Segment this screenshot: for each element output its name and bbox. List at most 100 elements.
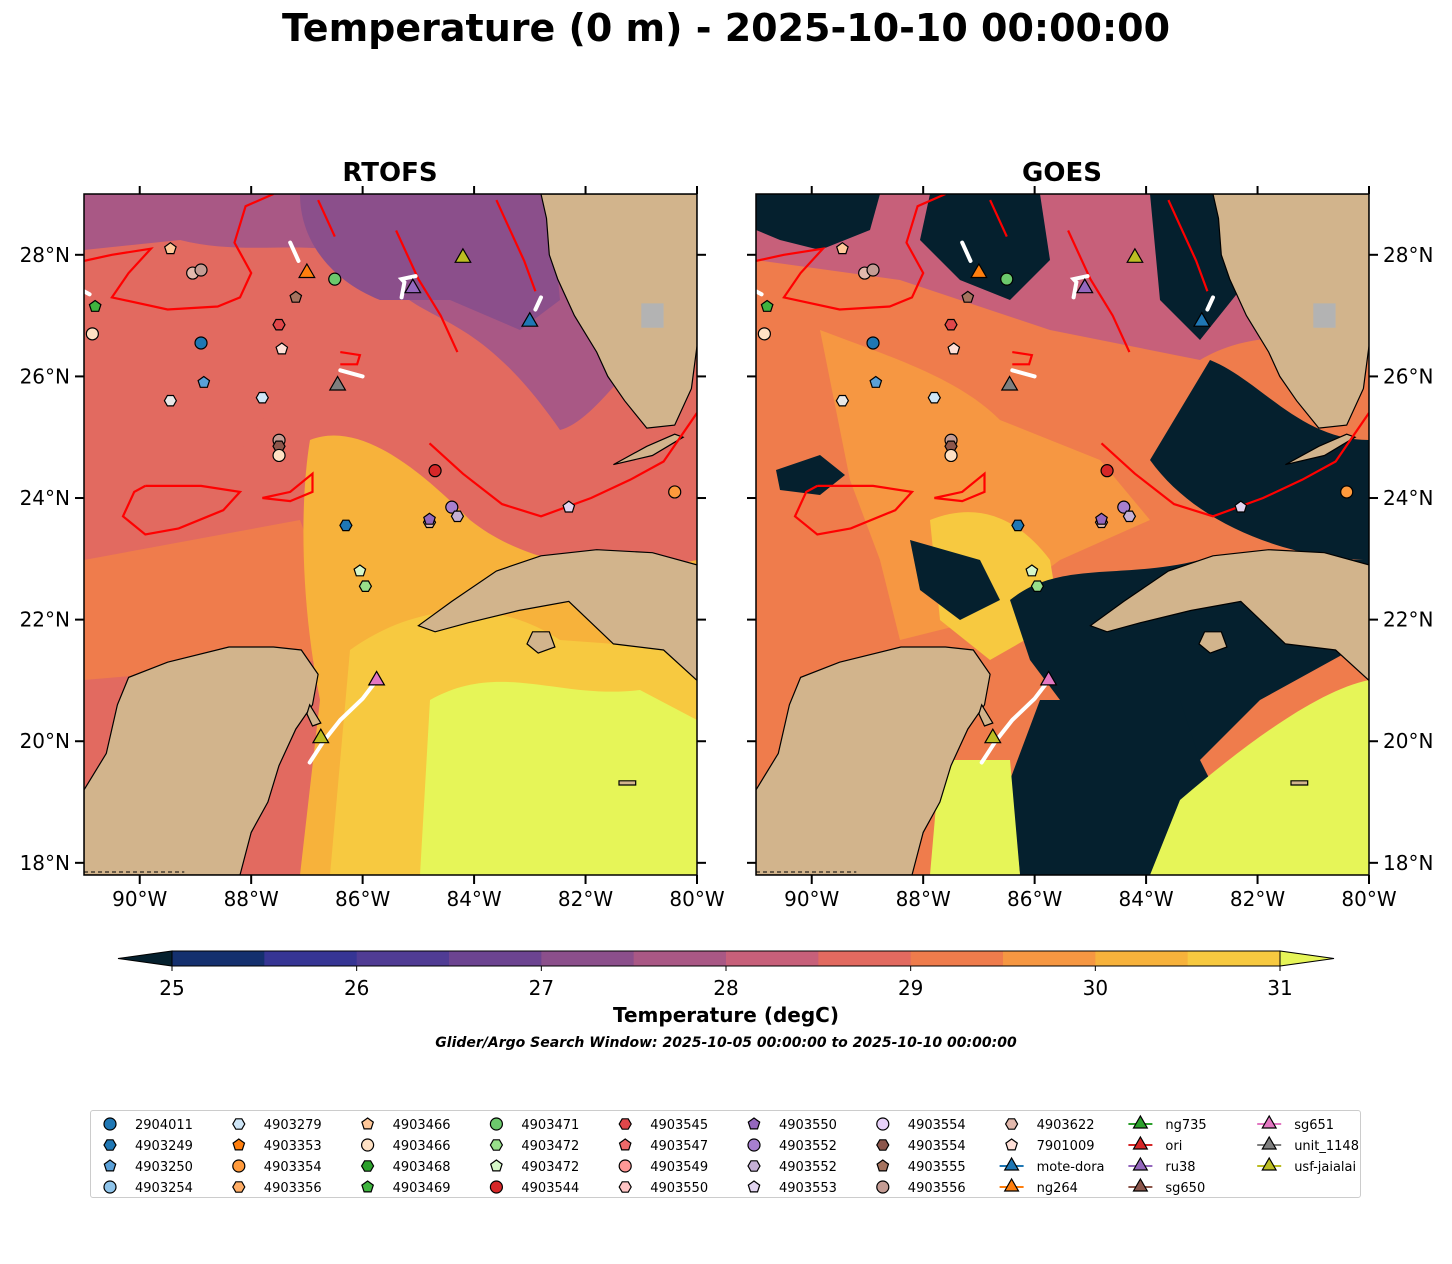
glider-unit_1148-marker — [1000, 375, 1019, 391]
lon-tick-label: 86°W — [335, 887, 390, 911]
argo-float-marker — [1011, 519, 1025, 532]
sst-front-contour — [1067, 230, 1131, 353]
legend-marker — [232, 1118, 246, 1130]
glider-track — [756, 289, 764, 297]
legend-label: 7901009 — [1037, 1139, 1095, 1154]
argo-float-marker — [1095, 512, 1108, 525]
legend-marker — [103, 1117, 117, 1131]
legend-label: 4903466 — [393, 1118, 451, 1133]
platform-markers-goes — [757, 241, 1354, 744]
isla-juventud-land — [526, 631, 556, 654]
legend-marker — [1261, 1135, 1278, 1150]
legend-marker — [360, 1160, 375, 1172]
lon-tick-label: 84°W — [446, 887, 501, 911]
legend-marker — [618, 1138, 632, 1151]
legend-marker — [361, 1138, 375, 1152]
argo-float-marker — [163, 394, 178, 407]
colorbar-segment — [910, 951, 1004, 966]
legend-marker — [747, 1160, 761, 1172]
lon-tick-label: 90°W — [112, 887, 167, 911]
legend-label: 4903552 — [779, 1160, 837, 1175]
panel-title-rtofs: RTOFS — [342, 158, 438, 188]
legend-label: 4903353 — [264, 1139, 322, 1154]
cozumel-land — [978, 703, 994, 727]
colorbar-segment — [1187, 951, 1281, 966]
argo-float-marker — [194, 263, 208, 277]
colorbar-tick-label: 29 — [898, 976, 923, 1000]
colorbar-segment — [541, 951, 635, 966]
rtofs-hot-caribbean — [420, 681, 697, 875]
colorbar-extend-high — [1279, 950, 1335, 967]
lon-tick-label: 90°W — [784, 887, 839, 911]
argo-float-marker — [1030, 580, 1045, 593]
sst-front-contour — [121, 484, 243, 536]
lat-tick-label: 28°N — [20, 243, 70, 267]
glider-ru38-marker — [403, 278, 422, 294]
goes-cloud-nw — [756, 194, 880, 250]
goes-frame — [755, 193, 1370, 876]
argo-float-marker — [358, 580, 373, 593]
sst-front-contour — [934, 471, 986, 503]
argo-float-marker — [944, 318, 958, 331]
land-goes — [756, 194, 1369, 875]
lat-tick-label: 18°N — [20, 851, 70, 875]
land-rtofs — [84, 194, 697, 875]
goes-hot-sw — [930, 760, 1020, 875]
lon-tick-label: 88°W — [896, 887, 951, 911]
colorbar-segment — [449, 951, 542, 966]
legend-marker — [1132, 1156, 1149, 1171]
colorbar-segment — [1095, 951, 1189, 966]
cuba-land — [417, 549, 697, 682]
glider-tracks-goes — [756, 240, 1215, 765]
lon-tick-label: 82°W — [1230, 887, 1285, 911]
cuba-land — [1089, 549, 1369, 682]
lon-tick-label: 84°W — [1118, 887, 1173, 911]
florida-keys-land — [1285, 433, 1357, 466]
argo-float-marker — [835, 394, 850, 407]
glider-ng264-marker — [970, 262, 988, 279]
florida-land — [1212, 194, 1369, 429]
argo-float-marker — [1340, 485, 1354, 499]
argo-float-marker — [272, 318, 286, 331]
goes-cloud-ne — [1150, 194, 1240, 340]
colorbar-segment — [818, 951, 912, 966]
lat-tick-label: 24°N — [20, 486, 70, 510]
argo-float-marker — [163, 241, 177, 255]
argo-float-marker — [353, 564, 367, 577]
legend-label: 4903553 — [779, 1181, 837, 1196]
argo-float-marker — [562, 500, 576, 513]
figure-title: Temperature (0 m) - 2025-10-10 00:00:00 — [281, 6, 1171, 50]
legend-label: 4903254 — [135, 1181, 193, 1196]
glider-track — [288, 240, 301, 263]
glider-track — [979, 678, 1051, 765]
legend-label: 4903471 — [521, 1118, 579, 1133]
legend-marker — [1004, 1118, 1019, 1130]
glider-ru38-marker — [1075, 278, 1094, 294]
legend-marker — [747, 1117, 761, 1130]
argo-float-marker — [289, 290, 303, 303]
panel-title-goes: GOES — [1022, 158, 1102, 188]
goes-hot-se — [1150, 680, 1369, 875]
florida-land — [540, 194, 697, 429]
rtofs-coolest-region — [300, 194, 560, 330]
florida-keys-land — [613, 433, 685, 466]
argo-float-marker — [927, 391, 941, 404]
legend-marker — [1261, 1156, 1278, 1171]
legend-marker — [489, 1139, 504, 1151]
sst-front-contour — [84, 194, 274, 311]
legend-label: 4903250 — [135, 1160, 193, 1175]
sst-front-contour — [1167, 199, 1209, 292]
sst-front-contour — [262, 471, 314, 503]
legend-label: 4903472 — [521, 1139, 579, 1154]
legend-label: 2904011 — [135, 1118, 193, 1133]
glider-ng264-marker — [298, 262, 316, 279]
colorbar-segment — [356, 951, 450, 966]
legend-label: 4903550 — [650, 1181, 708, 1196]
argo-float-marker — [85, 327, 99, 341]
legend-marker — [618, 1159, 632, 1173]
argo-float-marker — [866, 263, 880, 277]
legend-marker — [876, 1180, 890, 1194]
glider-track — [960, 240, 973, 263]
legend-label: 4903550 — [779, 1118, 837, 1133]
